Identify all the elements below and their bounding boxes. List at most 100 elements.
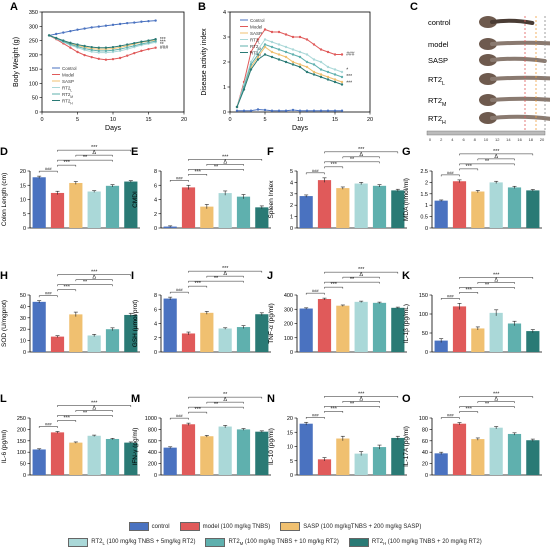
legend-item-rt2l: RT2L (100 mg/kg TNBS + 5mg/kg RT2): [68, 538, 195, 547]
legend-label-model: Model: [62, 72, 74, 77]
data-point-rt2l: [312, 58, 316, 61]
data-point-rt2m: [154, 39, 157, 43]
significance-label: *: [346, 68, 348, 74]
series-line-rt2h: [236, 53, 343, 108]
data-point-rt2l: [249, 60, 253, 64]
data-point-rt2m: [263, 43, 267, 46]
significance-label: ***: [91, 270, 98, 276]
series-line-rt2l: [236, 38, 343, 108]
y-tick-label: 20: [287, 416, 293, 422]
significance-label: ***: [465, 164, 472, 170]
data-point-model: [256, 38, 260, 41]
data-point-rt2l: [90, 50, 93, 53]
data-point-control: [76, 28, 79, 31]
legend-row-1: control model (100 mg/kg TNBS) SASP (100 m…: [0, 522, 550, 531]
data-point-rt2l: [284, 45, 288, 49]
y-tick-label: 0: [23, 473, 26, 479]
y-tick-label: 150: [17, 439, 26, 445]
data-point-rt2h: [62, 39, 65, 42]
data-point-rt2l: [333, 68, 337, 71]
cecum-image: [479, 16, 497, 28]
legend-row-2: RT2L (100 mg/kg TNBS + 5mg/kg RT2) RT2M (…: [0, 538, 550, 547]
significance-label: Δ: [92, 405, 96, 411]
bar-rt2l: [489, 312, 503, 352]
bar-rt2h: [124, 442, 138, 475]
significance-label: Δ: [223, 271, 227, 277]
data-point-model: [83, 53, 86, 57]
data-point-rt2h: [55, 36, 58, 40]
ruler-bar: [426, 130, 546, 136]
significance-label: Δ: [359, 152, 363, 158]
significance-label: ###: [160, 45, 169, 51]
data-point-sasp: [340, 80, 344, 84]
data-point-rt2m: [326, 70, 330, 74]
y-axis-label: Disease activity index: [201, 28, 208, 96]
significance-label: ***: [91, 400, 98, 406]
legend-item-rt2m: RT2M (100 mg/kg TNBS + 10 mg/kg RT2): [205, 538, 339, 547]
bar-model: [181, 187, 196, 228]
ruler-tick-label: 14: [506, 137, 511, 142]
significance-label: **: [160, 42, 164, 48]
significance-label: ###: [447, 293, 454, 298]
data-point-rt2h: [312, 73, 316, 76]
y-tick-label: 1: [223, 85, 226, 91]
y-axis-label: IFN-γ (pg/ml): [132, 428, 139, 466]
significance-label: **: [223, 392, 228, 398]
colon-image: [490, 114, 550, 121]
data-point-model: [340, 53, 344, 56]
colon-image: [490, 18, 535, 25]
significance-label: ***: [493, 149, 500, 155]
significance-label: **: [83, 410, 88, 416]
data-point-rt2l: [298, 50, 302, 54]
x-tick-label: 15: [332, 117, 338, 123]
significance-label: ###: [176, 287, 183, 292]
bar-rt2m: [507, 187, 522, 228]
data-point-control: [319, 109, 323, 112]
x-tick-label: 20: [181, 117, 187, 123]
data-point-model: [263, 28, 267, 31]
bar-model: [452, 181, 467, 228]
data-point-control: [147, 19, 150, 23]
legend-swatch-rt2m: [205, 538, 226, 547]
data-point-rt2l: [326, 65, 330, 69]
data-point-rt2l: [118, 49, 122, 53]
y-tick-label: 100: [29, 81, 38, 87]
data-point-rt2l: [277, 43, 281, 46]
group-legend: control model (100 mg/kg TNBS) SASP (100 m…: [0, 516, 550, 552]
bar-model: [317, 180, 332, 228]
y-axis-label: IL-10 (pg/ml): [268, 428, 275, 465]
y-tick-label: 2: [154, 212, 157, 218]
panel-letter: F: [267, 146, 274, 158]
series-line-control: [49, 20, 156, 36]
data-point-rt2l: [291, 48, 295, 51]
significance-label: ***: [194, 407, 201, 413]
data-point-control: [83, 27, 86, 30]
data-point-control: [263, 108, 267, 112]
data-point-control: [333, 109, 337, 112]
x-axis-label: Days: [292, 125, 308, 132]
significance-label: Δ: [223, 397, 227, 403]
significance-label: ***: [63, 160, 70, 166]
bar-model: [452, 423, 467, 475]
ruler-tick-label: 6: [462, 137, 465, 142]
y-tick-label: 0: [223, 110, 226, 116]
bar-rt2m: [507, 323, 522, 352]
significance-label: ***: [465, 407, 472, 413]
data-point-sasp: [256, 55, 260, 59]
colon-image: [490, 56, 547, 63]
data-point-rt2l: [97, 51, 101, 54]
bar-rt2h: [526, 190, 540, 228]
legend-label-model: model (100 mg/kg TNBS): [202, 523, 271, 530]
y-tick-label: 0: [154, 226, 157, 232]
bar-rt2m: [105, 329, 120, 352]
data-point-rt2h: [111, 45, 115, 49]
colon-row-label: RT2H: [428, 114, 446, 126]
data-point-rt2m: [133, 44, 136, 47]
y-tick-label: 20: [20, 327, 26, 333]
significance-label: ***: [194, 281, 201, 287]
y-tick-label: 0: [425, 226, 428, 232]
